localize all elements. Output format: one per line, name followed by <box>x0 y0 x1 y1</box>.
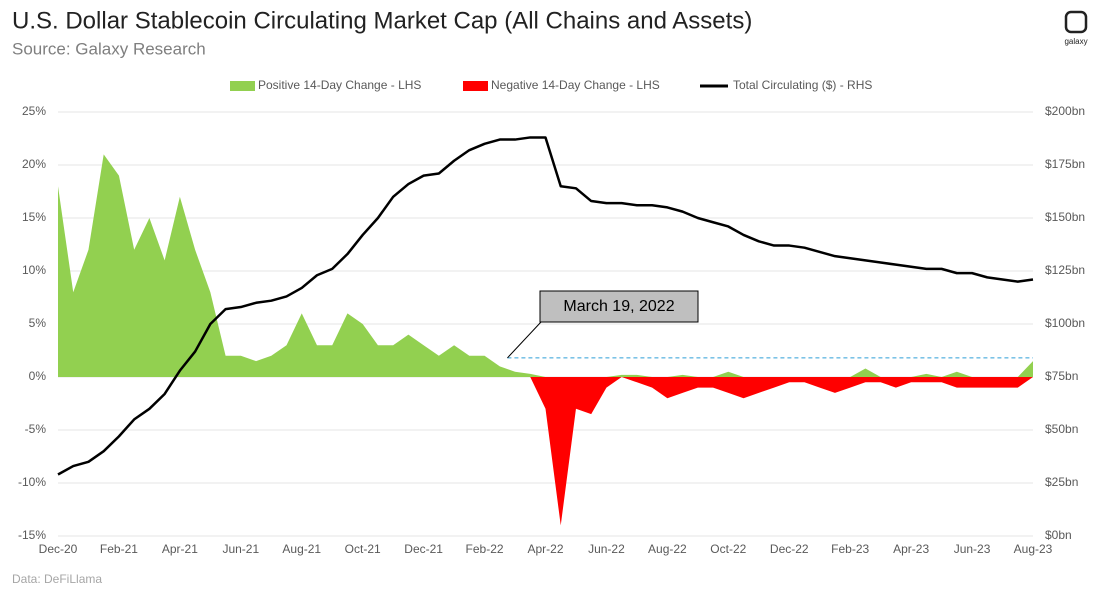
x-tick-label: Aug-23 <box>1014 542 1053 556</box>
annotation-pointer <box>507 321 542 359</box>
x-tick-label: Jun-22 <box>588 542 625 556</box>
logo-text: galaxy <box>1064 37 1087 46</box>
x-tick-label: Apr-23 <box>893 542 929 556</box>
area <box>58 377 1033 526</box>
y-tick-label: -5% <box>25 422 47 436</box>
legend-swatch <box>463 81 488 91</box>
x-tick-label: Feb-21 <box>100 542 138 556</box>
logo-icon <box>1064 10 1088 34</box>
annotation-text: March 19, 2022 <box>563 298 674 315</box>
y2-tick-label: $125bn <box>1045 263 1085 277</box>
y-tick-label: 10% <box>22 263 46 277</box>
y2-tick-label: $50bn <box>1045 422 1078 436</box>
y2-tick-label: $100bn <box>1045 316 1085 330</box>
area <box>58 154 1033 377</box>
y-tick-label: 0% <box>29 369 47 383</box>
y-tick-label: 25% <box>22 104 46 118</box>
y2-tick-label: $75bn <box>1045 369 1078 383</box>
y-tick-label: 20% <box>22 157 46 171</box>
x-tick-label: Dec-21 <box>404 542 443 556</box>
x-tick-label: Dec-22 <box>770 542 809 556</box>
x-tick-label: Apr-21 <box>162 542 198 556</box>
legend-swatch <box>230 81 255 91</box>
y2-tick-label: $150bn <box>1045 210 1085 224</box>
x-tick-label: Feb-23 <box>831 542 869 556</box>
legend-label: Negative 14-Day Change - LHS <box>491 78 660 92</box>
x-tick-label: Aug-22 <box>648 542 687 556</box>
legend-label: Positive 14-Day Change - LHS <box>258 78 421 92</box>
y-tick-label: -10% <box>18 475 46 489</box>
y-tick-label: 15% <box>22 210 46 224</box>
x-tick-label: Jun-23 <box>954 542 991 556</box>
chart-title: U.S. Dollar Stablecoin Circulating Marke… <box>12 7 752 34</box>
y2-tick-label: $175bn <box>1045 157 1085 171</box>
x-tick-label: Feb-22 <box>466 542 504 556</box>
x-tick-label: Aug-21 <box>282 542 321 556</box>
y2-tick-label: $200bn <box>1045 104 1085 118</box>
source-note: Data: DeFiLlama <box>12 572 102 586</box>
y-tick-label: -15% <box>18 528 46 542</box>
x-tick-label: Oct-21 <box>345 542 381 556</box>
line <box>57 136 1034 476</box>
y2-tick-label: $0bn <box>1045 528 1072 542</box>
x-tick-label: Jun-21 <box>222 542 259 556</box>
y-tick-label: 5% <box>29 316 47 330</box>
x-tick-label: Oct-22 <box>710 542 746 556</box>
x-tick-label: Apr-22 <box>527 542 563 556</box>
chart-subtitle: Source: Galaxy Research <box>12 39 206 58</box>
legend-label: Total Circulating ($) - RHS <box>733 78 872 92</box>
annotation-box <box>539 290 699 323</box>
y2-tick-label: $25bn <box>1045 475 1078 489</box>
x-tick-label: Dec-20 <box>39 542 78 556</box>
